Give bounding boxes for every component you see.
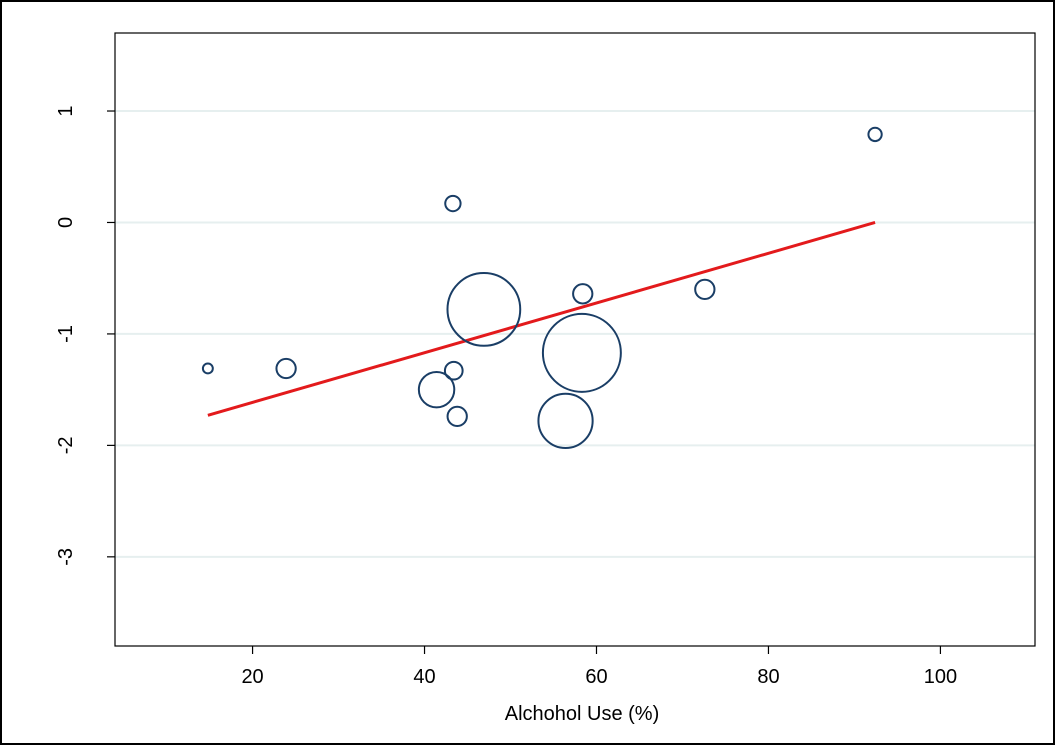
x-tick-label: 60 <box>585 666 607 688</box>
data-point <box>867 126 883 143</box>
fit-line-layer <box>207 221 876 417</box>
y-tick-label: -3 <box>55 548 77 566</box>
x-axis-label: Alchohol Use (%) <box>505 703 660 725</box>
y-axis: 1 0 -1 -2 -3 <box>55 105 115 566</box>
data-point <box>446 272 522 347</box>
fit-line <box>207 221 876 417</box>
data-point <box>537 392 594 449</box>
data-point <box>443 360 464 381</box>
y-tick-label: -1 <box>55 325 77 343</box>
data-point <box>444 194 462 213</box>
x-tick-label: 20 <box>241 666 263 688</box>
data-points <box>201 126 883 449</box>
y-tick-label: -2 <box>55 436 77 454</box>
data-point <box>572 283 594 305</box>
data-point <box>446 405 468 428</box>
plot-area-frame <box>114 32 1036 647</box>
y-tick-label: 1 <box>55 105 77 116</box>
x-tick-label: 100 <box>924 666 957 688</box>
data-point <box>275 357 297 380</box>
x-tick-label: 40 <box>413 666 435 688</box>
data-point <box>694 278 716 300</box>
x-tick-label: 80 <box>757 666 779 688</box>
y-tick-label: 0 <box>55 217 77 228</box>
x-axis: 20 40 60 80 100 <box>241 646 957 688</box>
grid-lines <box>115 110 1035 558</box>
data-point <box>201 362 214 375</box>
data-point <box>417 370 456 409</box>
data-point <box>541 312 622 393</box>
